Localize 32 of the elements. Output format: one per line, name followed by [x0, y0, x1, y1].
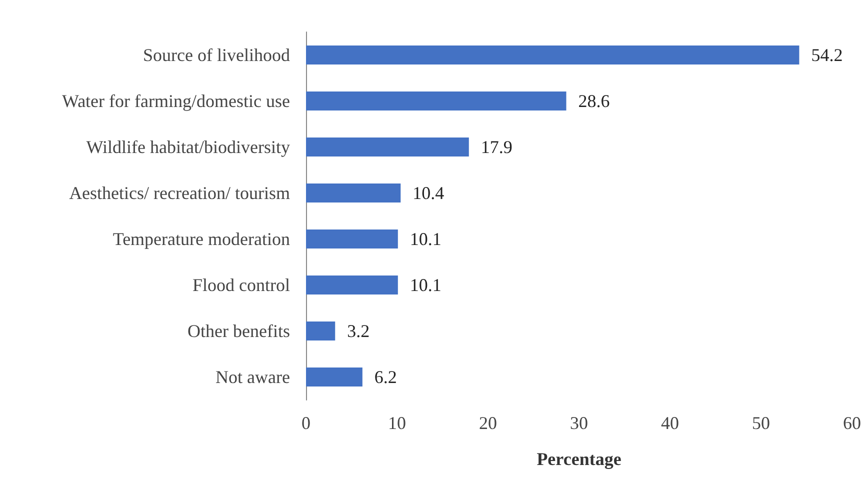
data-label: 28.6 — [578, 91, 610, 111]
bar — [306, 138, 469, 156]
x-axis-title: Percentage — [536, 449, 622, 469]
data-label: 10.1 — [410, 229, 442, 249]
bar — [306, 92, 566, 110]
y-tick-label: Flood control — [192, 275, 290, 295]
y-tick-label: Other benefits — [188, 321, 290, 341]
data-label: 10.4 — [412, 183, 444, 203]
y-tick-label: Temperature moderation — [112, 229, 290, 249]
bar — [306, 368, 362, 386]
y-tick-label: Not aware — [216, 367, 290, 387]
data-label: 54.2 — [811, 45, 843, 65]
y-tick-label: Water for farming/domestic use — [62, 91, 290, 111]
data-label: 17.9 — [480, 137, 512, 157]
y-tick-label: Source of livelihood — [143, 45, 290, 65]
bar — [306, 322, 336, 340]
x-tick-label: 20 — [479, 413, 497, 433]
bar — [306, 230, 398, 248]
bar — [306, 46, 800, 64]
data-label: 3.2 — [347, 321, 370, 341]
x-tick-label: 50 — [752, 413, 770, 433]
x-tick-label: 0 — [302, 413, 310, 433]
x-tick-label: 60 — [843, 413, 861, 433]
bar — [306, 184, 401, 202]
x-tick-label: 30 — [570, 413, 588, 433]
bar — [306, 276, 398, 294]
x-tick-label: 40 — [661, 413, 679, 433]
y-tick-label: Wildlife habitat/biodiversity — [86, 137, 290, 157]
data-label: 10.1 — [410, 275, 442, 295]
y-tick-label: Aesthetics/ recreation/ tourism — [69, 183, 290, 203]
data-label: 6.2 — [374, 367, 397, 387]
x-tick-label: 10 — [388, 413, 406, 433]
